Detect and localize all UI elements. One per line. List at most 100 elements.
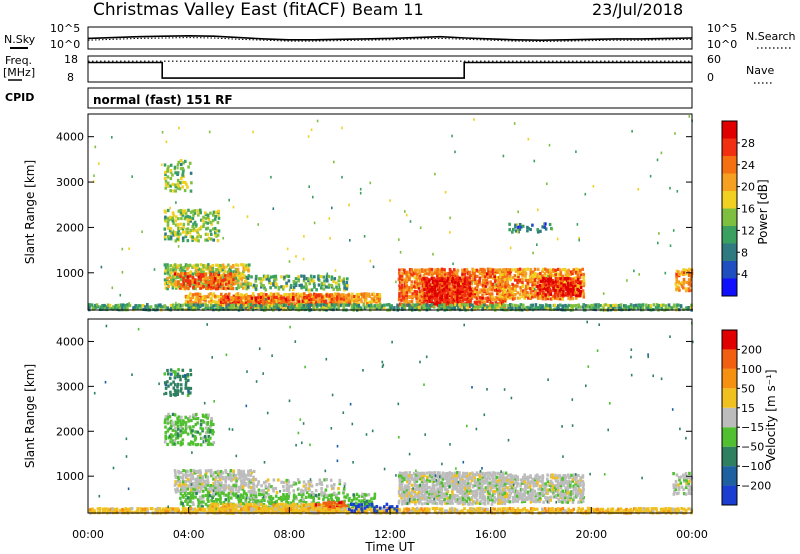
power-cell [597,303,600,307]
power-cell [189,274,192,278]
velocity-cell [238,485,241,489]
power-cell [333,297,336,301]
power-cell [396,303,399,307]
velocity-cell [206,421,210,425]
power-cell [456,283,460,287]
velocity-cell [202,479,205,483]
velocity-cell [269,497,272,501]
power-cell [206,295,210,299]
velocity-cell [418,496,422,500]
velocity-cell [408,471,412,475]
power-cell [519,270,522,274]
power-cell [239,298,243,302]
power-cell [307,288,311,292]
power-cell [300,292,303,296]
power-cell [499,286,503,290]
power-cell [343,288,346,292]
power-cell [448,268,452,272]
power-cell [169,184,172,188]
velocity-cell [236,477,240,481]
power-cell [440,275,444,279]
power-cell [488,292,491,296]
power-cell [420,298,424,302]
power-cell [494,303,497,307]
power-cell [571,287,575,291]
power-cell [560,293,563,297]
power-cell [446,297,449,301]
velocity-cell [415,483,419,487]
velocity-cell [272,478,276,482]
power-cell [602,305,605,309]
power-cell [574,286,578,290]
velocity-cell [247,496,250,500]
power-cell [543,281,547,285]
power-cell [500,294,504,298]
velocity-cell [302,499,306,503]
power-cell [547,293,550,297]
velocity-cell [328,493,331,497]
power-cell [181,185,184,189]
power-cell [324,304,328,308]
power-cell [186,239,190,243]
velocity-cell [308,502,311,506]
power-cell [408,290,412,294]
power-cell [227,295,230,300]
power-cell [504,279,508,284]
power-cell [193,209,197,213]
power-cell [172,265,175,270]
power-cell [423,277,426,281]
power-cell [458,298,461,302]
power-cell [357,297,360,301]
power-cell [287,305,290,310]
power-cell [423,291,427,295]
power-cell [536,272,540,276]
power-cell [117,306,120,310]
power-cell [204,220,207,224]
velocity-cell [174,430,178,434]
power-cell [234,307,238,311]
power-cell [332,300,336,304]
power-cell [284,303,288,307]
velocity-cell [202,489,205,493]
beam-label: Beam 11 [352,0,424,19]
power-cell [400,288,404,292]
power-cell [345,293,348,298]
power-cell [302,279,306,283]
power-cell [241,271,245,275]
power-cell [189,270,193,274]
power-cell [664,271,667,275]
power-cell [541,304,544,308]
power-cell [564,280,566,284]
power-cell [400,298,403,302]
power-cell [482,278,485,282]
velocity-cell [182,473,185,477]
power-cell [574,304,578,308]
power-cell [458,291,462,295]
power-cell [292,301,295,305]
velocity-cell [217,498,220,502]
power-cell [398,280,402,284]
velocity-cell [239,505,243,509]
power-cell [502,288,505,292]
power-cell [476,284,479,288]
power-cell [348,301,351,305]
power-cell [521,285,524,289]
velocity-cell [174,420,178,424]
power-cell [440,283,444,287]
velocity-cell [176,372,180,376]
power-cell [512,227,515,232]
power-cell [466,294,469,298]
power-cell [332,294,335,298]
velocity-cell [221,475,225,480]
power-cell [430,270,433,274]
velocity-cell [182,469,185,473]
velocity-cell [402,493,406,497]
power-cell [405,276,408,280]
velocity-cell [186,477,190,481]
power-cell [442,288,446,292]
power-cell [169,189,172,193]
power-cell [346,277,349,281]
power-cell [320,306,323,310]
power-cell [481,269,484,273]
power-cell [223,278,227,282]
